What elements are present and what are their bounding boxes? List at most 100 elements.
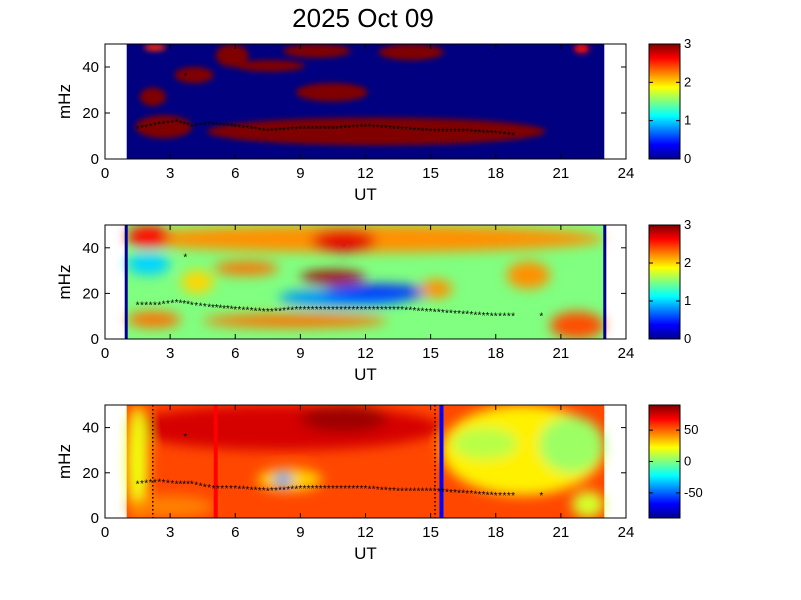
peak-trace: * * * * * * * * * * * * * * * * * * * * * * * * * * * * * * * * * * * * * * * *…: [136, 72, 516, 142]
heatmap-blobs: [126, 225, 605, 339]
y-axis-label: mHz: [55, 265, 74, 300]
peak-point: *: [153, 478, 157, 489]
peak-point: *: [170, 299, 174, 310]
x-tick-label: 0: [101, 165, 109, 182]
data-edge-left: [124, 225, 128, 339]
colorbar-tick-label: 1: [684, 113, 691, 128]
colorbar-tick-label: 0: [684, 331, 691, 346]
peak-point: *: [351, 305, 355, 316]
peak-point: *: [186, 300, 190, 311]
peak-point: *: [396, 305, 400, 316]
peak-point: *: [190, 122, 194, 133]
peak-point: *: [302, 305, 306, 316]
peak-point: *: [327, 305, 331, 316]
peak-point: *: [355, 123, 359, 134]
peak-point: *: [233, 122, 237, 133]
peak-point: *: [498, 491, 502, 502]
peak-point: *: [469, 127, 473, 138]
heatmap-blob: [202, 313, 388, 328]
peak-point: *: [175, 298, 179, 309]
peak-point: *: [246, 124, 250, 135]
colorbar-tick-label: 0: [684, 454, 691, 469]
x-tick-label: 12: [357, 165, 374, 182]
colorbar: 0 1 2 3: [648, 36, 691, 166]
peak-point: *: [482, 490, 486, 501]
peak-point: *: [178, 119, 182, 130]
peak-point: *: [157, 477, 161, 488]
peak-point: *: [469, 310, 473, 321]
peak-point: *: [282, 485, 286, 496]
y-axis-label: mHz: [55, 84, 74, 119]
peak-point: *: [183, 432, 187, 443]
peak-point: *: [162, 119, 166, 130]
peak-point: *: [166, 119, 170, 130]
peak-point: *: [153, 300, 157, 311]
peak-point: *: [486, 129, 490, 140]
peak-point: *: [343, 305, 347, 316]
peak-point: *: [229, 484, 233, 495]
peak-point: *: [461, 309, 465, 320]
peak-point: *: [331, 125, 335, 136]
peak-point: *: [323, 125, 327, 136]
peak-point: *: [494, 491, 498, 502]
peak-point: *: [183, 72, 187, 83]
heatmap-blob: [126, 405, 149, 518]
y-tick-label: 40: [82, 420, 99, 437]
heatmap-blob: [235, 60, 305, 72]
peak-point: *: [457, 309, 461, 320]
peak-point: *: [412, 306, 416, 317]
peak-point: *: [222, 304, 226, 315]
peak-point: *: [388, 305, 392, 316]
peak-point: *: [178, 480, 182, 491]
heatmap-blob: [135, 115, 192, 139]
peak-point: *: [511, 131, 515, 142]
peak-point: *: [335, 124, 339, 135]
x-tick-label: 0: [101, 524, 109, 541]
peak-point: *: [199, 121, 203, 132]
peak-point: *: [258, 486, 262, 497]
peak-point: *: [392, 305, 396, 316]
peak-point: *: [331, 484, 335, 495]
x-tick-label: 3: [166, 524, 174, 541]
colorbar-tick-label: 2: [684, 255, 691, 270]
y-tick-label: 0: [91, 331, 99, 348]
peak-point: *: [212, 484, 216, 495]
peak-point: *: [490, 311, 494, 322]
peak-point: *: [298, 305, 302, 316]
peak-point: *: [274, 307, 278, 318]
heatmap-blobs: [135, 44, 590, 146]
peak-point: *: [392, 486, 396, 497]
peak-point: *: [364, 305, 368, 316]
peak-point: *: [254, 306, 258, 317]
peak-point: *: [339, 305, 343, 316]
peak-point: *: [408, 306, 412, 317]
peak-point: *: [507, 312, 511, 323]
heatmap-blob: [180, 270, 214, 294]
peak-point: *: [441, 127, 445, 138]
peak-point: *: [380, 305, 384, 316]
peak-point: *: [307, 305, 311, 316]
peak-point: *: [170, 479, 174, 490]
heatmap-blob: [213, 261, 279, 276]
peak-point: *: [262, 486, 266, 497]
chart-title: 2025 Oct 09: [292, 3, 434, 33]
peak-point: *: [441, 308, 445, 319]
colorbar-tick-label: 0: [684, 151, 691, 166]
peak-point: *: [136, 300, 140, 311]
peak-point: *: [144, 300, 148, 311]
peak-point: *: [539, 491, 543, 502]
y-tick-label: 40: [82, 59, 99, 76]
peak-point: *: [408, 486, 412, 497]
peak-point: *: [215, 303, 219, 314]
peak-point: *: [384, 124, 388, 135]
peak-point: *: [211, 303, 215, 314]
peak-point: *: [319, 305, 323, 316]
heatmap-blob: [144, 44, 166, 51]
peak-point: *: [323, 484, 327, 495]
y-tick-label: 40: [82, 240, 99, 257]
peak-point: *: [465, 127, 469, 138]
x-tick-label: 0: [101, 345, 109, 362]
peak-point: *: [298, 125, 302, 136]
peak-point: *: [250, 485, 254, 496]
peak-point: *: [190, 300, 194, 311]
